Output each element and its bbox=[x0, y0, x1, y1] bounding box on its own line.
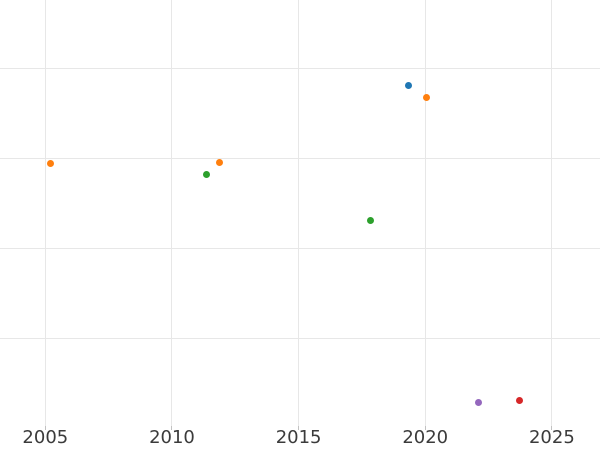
data-point-green bbox=[366, 217, 374, 224]
x-tick-label: 2005 bbox=[22, 427, 69, 448]
data-point-green bbox=[203, 171, 211, 179]
x-tick-mark bbox=[298, 426, 300, 430]
data-point-orange bbox=[422, 93, 430, 101]
data-point-purple bbox=[475, 399, 483, 407]
x-tick-label: 2015 bbox=[275, 427, 322, 448]
data-point-blue bbox=[404, 82, 412, 90]
y-gridline bbox=[0, 337, 600, 339]
y-gridline bbox=[0, 158, 600, 160]
y-gridline bbox=[0, 68, 600, 70]
x-gridline bbox=[44, 0, 46, 426]
x-tick-mark bbox=[424, 426, 426, 430]
x-gridline bbox=[298, 0, 300, 426]
x-tick-mark bbox=[551, 426, 553, 430]
data-point-red bbox=[516, 396, 524, 404]
y-gridline bbox=[0, 247, 600, 249]
x-tick-mark bbox=[44, 426, 46, 430]
x-tick-mark bbox=[171, 426, 173, 430]
plot-area bbox=[0, 0, 600, 426]
x-tick-label: 2025 bbox=[528, 427, 575, 448]
x-gridline bbox=[171, 0, 173, 426]
data-point-orange bbox=[46, 160, 54, 168]
x-gridline bbox=[424, 0, 426, 426]
x-tick-label: 2020 bbox=[402, 427, 449, 448]
x-tick-label: 2010 bbox=[149, 427, 195, 448]
x-gridline bbox=[551, 0, 553, 426]
data-point-orange bbox=[216, 158, 224, 166]
